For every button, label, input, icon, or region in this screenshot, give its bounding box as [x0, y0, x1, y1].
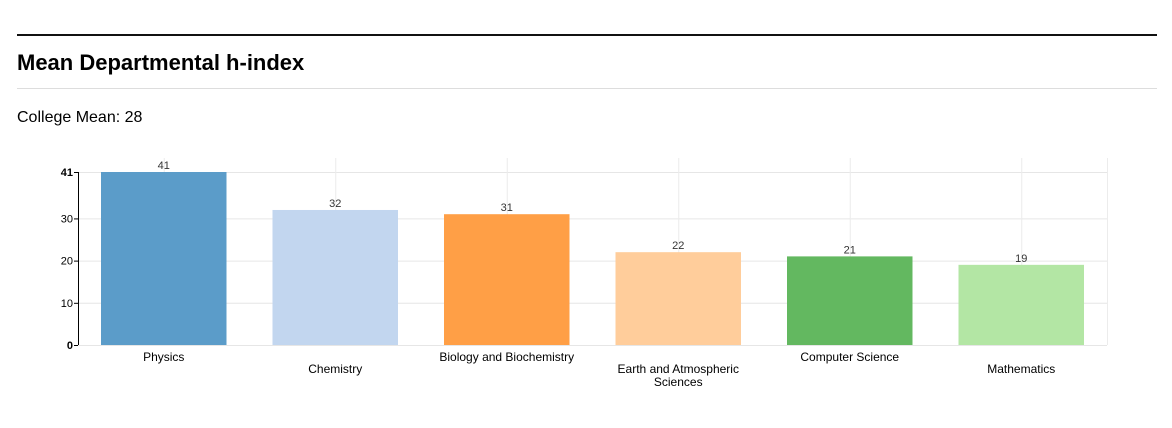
bar-mathematics [958, 264, 1084, 345]
title-divider [17, 88, 1157, 89]
x-tick-label-line: Sciences [654, 375, 703, 389]
bar-value-label: 31 [501, 202, 513, 214]
bar-value-label: 32 [329, 198, 341, 210]
y-tick-label: 30 [61, 213, 73, 225]
x-tick-label: Computer Science [800, 350, 899, 364]
x-tick-label: Chemistry [308, 362, 362, 376]
x-tick-label-line: Biology and Biochemistry [439, 350, 574, 364]
page-title: Mean Departmental h-index [17, 50, 305, 75]
bar-computer-science [787, 256, 913, 345]
x-tick-label-line: Chemistry [308, 362, 362, 376]
bar-biology-and-biochemistry [444, 214, 570, 345]
bar-earth-and-atmospheric-sciences [615, 252, 741, 345]
bar-physics [101, 172, 227, 345]
chart-bars [101, 172, 1084, 345]
x-tick-label: Physics [143, 350, 184, 364]
x-tick-label-line: Physics [143, 350, 184, 364]
chart-axes: 0 10 20 30 41 Physics Chemistry Biology and Bio… [61, 167, 1056, 389]
top-rule [17, 34, 1157, 36]
y-tick-label: 20 [61, 256, 73, 268]
x-tick-label: Earth and Atmospheric Sciences [618, 362, 739, 389]
bar-value-label: 21 [844, 244, 856, 256]
y-tick-label: 10 [61, 298, 73, 310]
x-tick-label-line: Computer Science [800, 350, 899, 364]
chart-labels: 41 32 31 22 21 19 [158, 160, 1028, 265]
y-tick-label: 41 [61, 167, 73, 179]
college-mean-label: College Mean: 28 [17, 109, 143, 126]
x-tick-label: Mathematics [987, 362, 1055, 376]
bar-value-label: 19 [1015, 253, 1027, 265]
x-tick-label: Biology and Biochemistry [439, 350, 574, 364]
x-tick-label-line: Mathematics [987, 362, 1055, 376]
bar-value-label: 41 [158, 160, 170, 172]
chart-grid [78, 158, 1108, 346]
bar-chemistry [272, 209, 398, 345]
bar-value-label: 22 [672, 240, 684, 252]
x-tick-label-line: Earth and Atmospheric [618, 362, 739, 376]
y-tick-label: 0 [67, 340, 73, 352]
